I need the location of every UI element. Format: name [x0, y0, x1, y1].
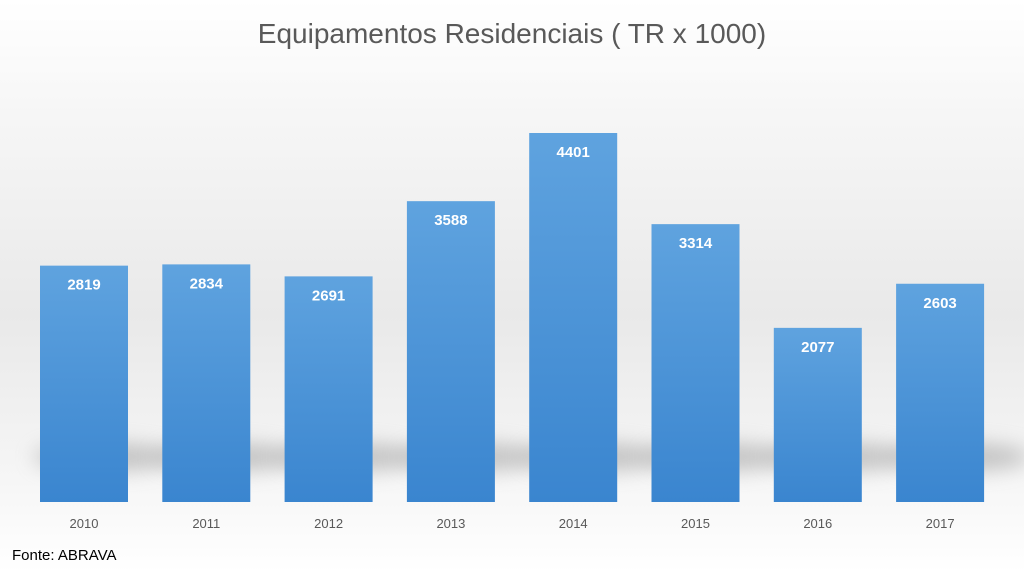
x-tick-label-2014: 2014 [559, 516, 588, 531]
bar-2010 [40, 265, 128, 502]
x-tick-label-2013: 2013 [436, 516, 465, 531]
x-tick-label-2015: 2015 [681, 516, 710, 531]
bar-2014 [529, 133, 618, 502]
data-label-2017: 2603 [923, 295, 956, 312]
bar-2012 [284, 276, 373, 502]
x-tick-label-2011: 2011 [192, 516, 220, 531]
data-label-2013: 3588 [434, 212, 467, 229]
data-label-2016: 2077 [801, 339, 834, 356]
bar-2013 [406, 201, 495, 502]
x-tick-label-2016: 2016 [803, 516, 832, 531]
data-label-2010: 2819 [67, 277, 100, 294]
x-tick-label-2010: 2010 [70, 516, 99, 531]
x-tick-labels: 2010 2011 2012 2013 2014 2015 2016 2017 [70, 516, 955, 531]
data-labels: 2819 2834 2691 3588 4401 3314 2077 2603 [67, 144, 956, 356]
source-note: Fonte: ABRAVA [12, 547, 117, 564]
x-tick-label-2012: 2012 [314, 516, 343, 531]
bar-2017 [896, 283, 985, 502]
data-label-2014: 4401 [557, 144, 590, 161]
data-label-2012: 2691 [312, 287, 345, 304]
bars [40, 133, 985, 503]
data-label-2011: 2834 [190, 275, 224, 292]
data-label-2015: 3314 [679, 235, 713, 252]
bar-2016 [773, 327, 862, 502]
chart-title: Equipamentos Residenciais ( TR x 1000) [257, 18, 767, 49]
x-tick-label-2017: 2017 [926, 516, 955, 531]
bar-2011 [162, 264, 251, 502]
bar-2015 [651, 224, 740, 503]
